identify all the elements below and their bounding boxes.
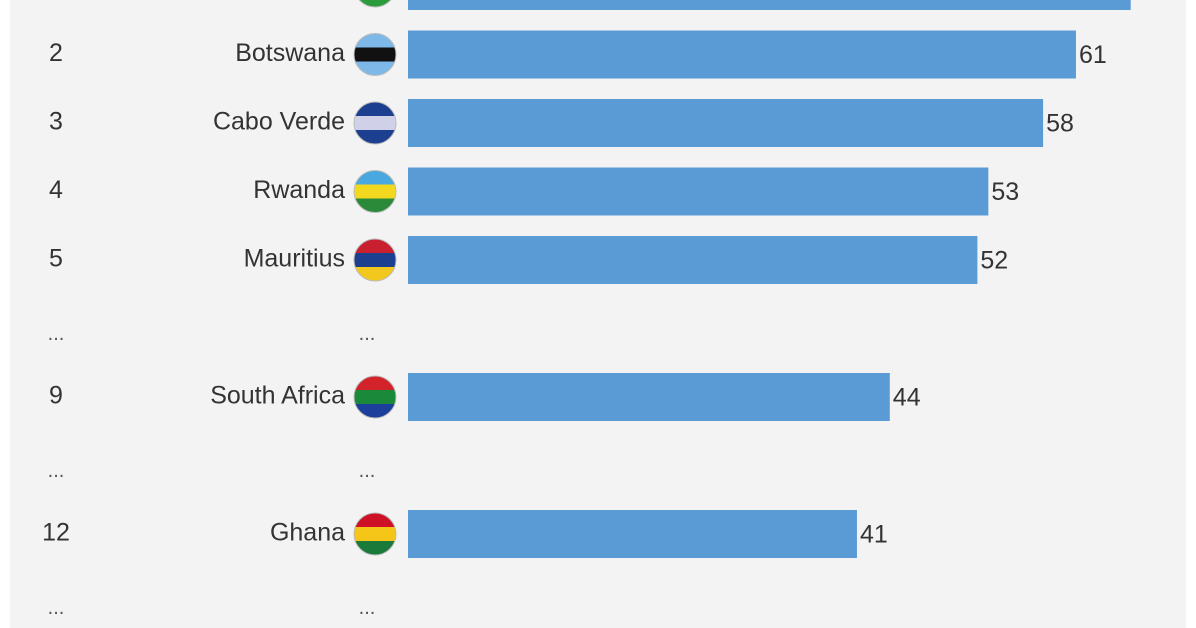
flag-stripe xyxy=(354,102,396,116)
flag xyxy=(354,376,396,418)
flag-stripe xyxy=(354,253,396,267)
flag-rim xyxy=(353,512,397,556)
flag-stripe xyxy=(354,513,396,527)
flag-stripe xyxy=(354,61,396,76)
category-label: ... xyxy=(359,323,376,345)
flag-rim xyxy=(353,375,397,419)
rank-label: 2 xyxy=(49,39,63,67)
flag-stripe xyxy=(354,116,396,130)
flag xyxy=(354,0,396,7)
rank-label: ... xyxy=(48,597,65,619)
rank-label: 9 xyxy=(49,382,63,410)
flag-stripe xyxy=(354,33,396,48)
flag-stripe xyxy=(354,541,396,555)
rank-label: 5 xyxy=(49,245,63,273)
category-label: South Africa xyxy=(210,382,345,410)
flag-rim xyxy=(353,170,397,213)
value-label: 61 xyxy=(1079,41,1107,69)
category-label: ... xyxy=(359,597,376,619)
bar xyxy=(408,30,1076,79)
flag-stripe xyxy=(354,0,396,7)
category-label: Mauritius xyxy=(244,245,345,273)
flag-stripe xyxy=(354,267,396,281)
category-label: Rwanda xyxy=(253,176,345,204)
flag-stripe xyxy=(354,170,396,185)
flag-stripe xyxy=(354,239,396,253)
flag-rim xyxy=(353,33,397,76)
category-label: Ghana xyxy=(270,519,345,547)
bar xyxy=(408,167,989,216)
flag xyxy=(354,33,396,76)
flag-stripe xyxy=(354,527,396,541)
category-label: Cabo Verde xyxy=(213,108,345,136)
bar xyxy=(408,373,890,421)
value-label: 41 xyxy=(860,521,888,549)
category-label: Botswana xyxy=(235,39,345,67)
flag xyxy=(354,513,396,555)
flag-stripe xyxy=(354,47,396,62)
bar xyxy=(408,236,978,284)
flag xyxy=(354,170,396,213)
rank-label: ... xyxy=(48,460,65,482)
category-label: ... xyxy=(359,460,376,482)
value-label: 53 xyxy=(991,178,1019,206)
flag-stripe xyxy=(354,130,396,144)
flag xyxy=(354,239,396,281)
flag-stripe xyxy=(354,404,396,418)
value-label: 66 xyxy=(1134,0,1162,1)
rank-label: ... xyxy=(48,323,65,345)
bar xyxy=(408,510,857,558)
value-label: 52 xyxy=(980,247,1008,275)
flag-stripe xyxy=(354,376,396,390)
rank-label: 12 xyxy=(42,519,70,547)
flag-stripe xyxy=(354,198,396,213)
flag-rim xyxy=(353,238,397,282)
flag-stripe xyxy=(354,390,396,404)
bar xyxy=(408,0,1131,10)
bar xyxy=(408,99,1044,147)
value-label: 58 xyxy=(1046,110,1074,138)
flag-rim xyxy=(353,101,397,145)
rank-label: 4 xyxy=(49,176,63,204)
flag-stripe xyxy=(354,184,396,199)
rank-label: 3 xyxy=(49,108,63,136)
flag xyxy=(354,102,396,144)
value-label: 44 xyxy=(893,384,921,412)
flag-rim xyxy=(358,0,392,8)
